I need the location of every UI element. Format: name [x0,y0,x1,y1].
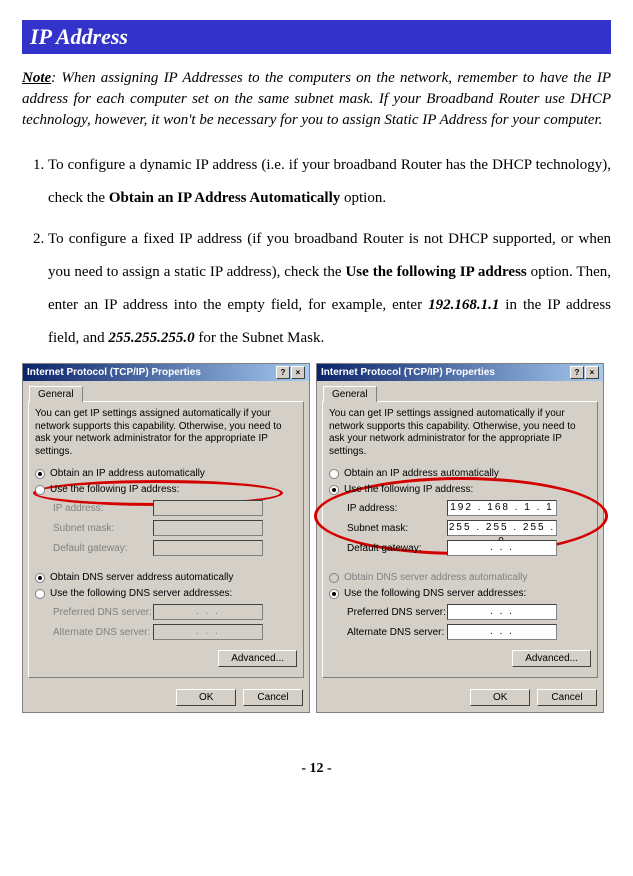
label-alt-dns: Alternate DNS server: [347,627,447,638]
label-pref-dns: Preferred DNS server: [347,607,447,618]
cancel-button[interactable]: Cancel [243,689,303,706]
titlebar: Internet Protocol (TCP/IP) Properties ? … [317,364,603,381]
ok-button[interactable]: OK [176,689,236,706]
radio-obtain-ip[interactable]: Obtain an IP address automatically [329,468,591,479]
screenshots-row: Internet Protocol (TCP/IP) Properties ? … [22,363,611,713]
steps-list: To configure a dynamic IP address (i.e. … [22,149,611,355]
radio-use-ip[interactable]: Use the following IP address: [35,484,297,495]
radio-obtain-ip[interactable]: Obtain an IP address automatically [35,468,297,479]
dialog-right: Internet Protocol (TCP/IP) Properties ? … [316,363,604,713]
label-ip: IP address: [53,503,153,514]
section-title: IP Address [22,20,611,54]
radio-icon [329,573,339,583]
radio-obtain-dns: Obtain DNS server address automatically [329,572,591,583]
alt-dns-input[interactable]: . . . [447,624,557,640]
pref-dns-input: . . . [153,604,263,620]
close-button[interactable]: × [291,366,305,379]
subnet-input [153,520,263,536]
note-label: Note [22,70,51,86]
note-paragraph: Note: When assigning IP Addresses to the… [22,68,611,131]
alt-dns-input: . . . [153,624,263,640]
advanced-button[interactable]: Advanced... [512,650,591,667]
ip-input[interactable]: 192 . 168 . 1 . 1 [447,500,557,516]
radio-icon [35,573,45,583]
titlebar: Internet Protocol (TCP/IP) Properties ? … [23,364,309,381]
radio-use-dns[interactable]: Use the following DNS server addresses: [35,588,297,599]
dialog-left: Internet Protocol (TCP/IP) Properties ? … [22,363,310,713]
label-subnet: Subnet mask: [53,523,153,534]
window-title: Internet Protocol (TCP/IP) Properties [321,367,495,378]
tab-general[interactable]: General [323,386,377,402]
radio-icon [329,469,339,479]
gateway-input [153,540,263,556]
advanced-button[interactable]: Advanced... [218,650,297,667]
cancel-button[interactable]: Cancel [537,689,597,706]
step-2: To configure a fixed IP address (if you … [48,223,611,355]
radio-icon [329,589,339,599]
dialog-description: You can get IP settings assigned automat… [329,408,591,458]
dialog-description: You can get IP settings assigned automat… [35,408,297,458]
radio-use-ip[interactable]: Use the following IP address: [329,484,591,495]
label-gateway: Default gateway: [347,543,447,554]
label-subnet: Subnet mask: [347,523,447,534]
label-alt-dns: Alternate DNS server: [53,627,153,638]
subnet-input[interactable]: 255 . 255 . 255 . 0 [447,520,557,536]
help-button[interactable]: ? [276,366,290,379]
radio-obtain-dns[interactable]: Obtain DNS server address automatically [35,572,297,583]
tab-general[interactable]: General [29,386,83,402]
ok-button[interactable]: OK [470,689,530,706]
window-title: Internet Protocol (TCP/IP) Properties [27,367,201,378]
page-number: - 12 - [22,761,611,777]
step-1: To configure a dynamic IP address (i.e. … [48,149,611,215]
help-button[interactable]: ? [570,366,584,379]
label-ip: IP address: [347,503,447,514]
radio-icon [35,469,45,479]
pref-dns-input[interactable]: . . . [447,604,557,620]
label-gateway: Default gateway: [53,543,153,554]
radio-icon [35,589,45,599]
close-button[interactable]: × [585,366,599,379]
label-pref-dns: Preferred DNS server: [53,607,153,618]
radio-icon [35,485,45,495]
radio-use-dns[interactable]: Use the following DNS server addresses: [329,588,591,599]
ip-input [153,500,263,516]
gateway-input[interactable]: . . . [447,540,557,556]
radio-icon [329,485,339,495]
